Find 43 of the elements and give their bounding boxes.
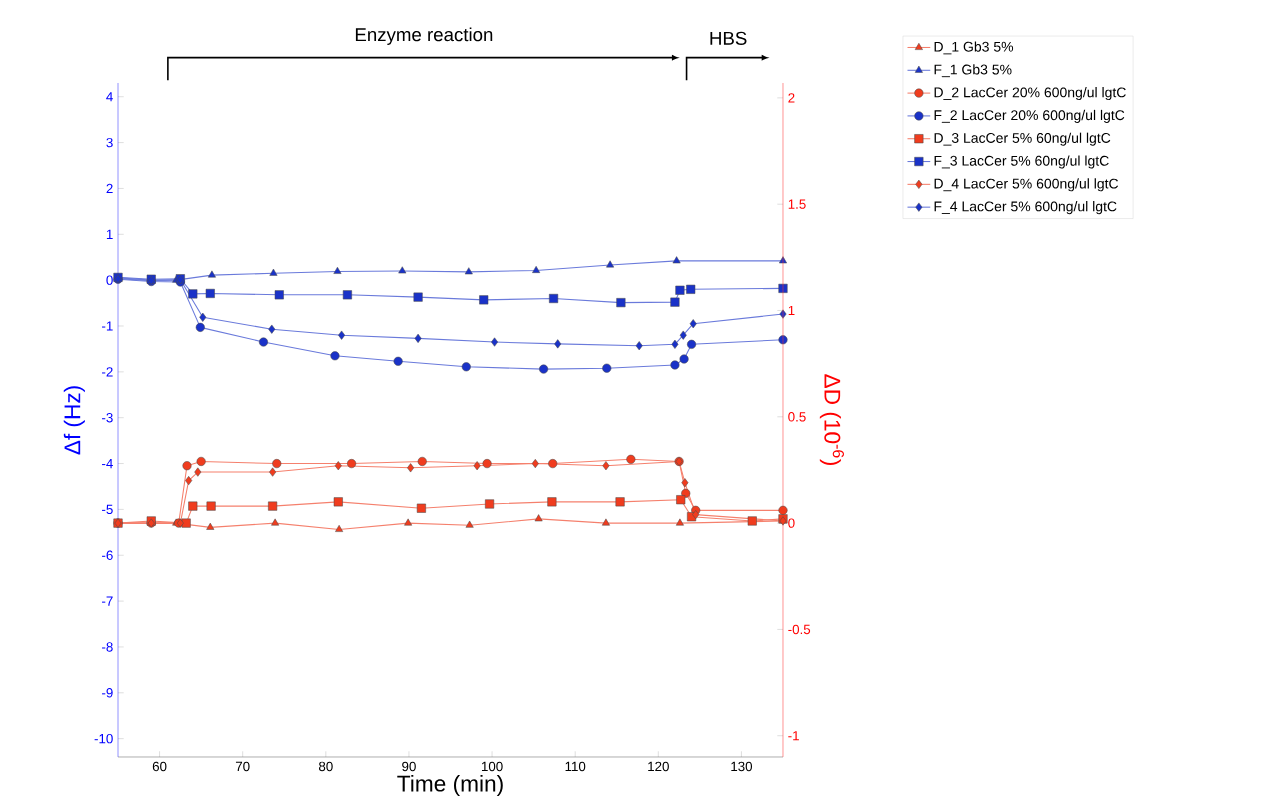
y-tick-label: -5	[102, 504, 113, 515]
y-tick-label: 2	[106, 183, 113, 194]
y2-axis-title: ΔD (10$^{-6}$)	[819, 374, 844, 466]
y2-tick-label: 1.5	[788, 199, 806, 209]
legend-label: F_2 LacCer 20% 600ng/ul lgtC	[934, 109, 1125, 123]
x-tick-label: 80	[318, 761, 333, 772]
x-tick-label: 60	[152, 761, 167, 772]
text: Enzyme reaction	[355, 27, 493, 45]
x-tick-label: 90	[402, 761, 416, 772]
y-tick-label: -8	[102, 642, 113, 652]
y-tick-label: 4	[106, 92, 113, 102]
legend-label: F_3 LacCer 5% 60ng/ul lgtC	[934, 155, 1109, 169]
y-tick-label: -6	[102, 550, 113, 560]
legend-label: F_4 LacCer 5% 600ng/ul lgtC	[934, 201, 1117, 215]
text: HBS	[710, 31, 747, 45]
y2-tick-label: 1	[788, 305, 795, 316]
y2-tick-label: 0.5	[788, 412, 806, 422]
y-tick-label: -7	[102, 596, 113, 606]
y-tick-label: -1	[102, 321, 113, 331]
x-tick-label: 110	[565, 761, 586, 772]
x-axis-title: Time (min)	[397, 774, 503, 797]
legend-label: D_4 LacCer 5% 600ng/ul lgtC	[934, 178, 1119, 192]
y2-tick-label: 0	[788, 518, 795, 528]
y-tick-label: -9	[102, 688, 113, 698]
y-tick-label: -10	[94, 733, 113, 744]
y-axis-title: Δf (Hz)	[63, 386, 85, 455]
x-tick-label: 120	[648, 761, 669, 772]
x-tick-label: 70	[235, 761, 250, 772]
y-tick-label: -2	[102, 367, 113, 377]
legend-label: D_1 Gb3 5%	[934, 41, 1014, 55]
y-tick-label: 0	[106, 275, 113, 285]
legend-label: D_3 LacCer 5% 60ng/ul lgtC	[934, 132, 1111, 146]
y-tick-label: -3	[102, 412, 113, 423]
x-tick-label: 100	[481, 761, 503, 772]
legend-label: D_2 LacCer 20% 600ng/ul lgtC	[934, 87, 1126, 101]
y2-tick-label: -1	[788, 731, 799, 741]
y-tick-label: 3	[106, 137, 113, 148]
y-tick-label: 1	[106, 229, 113, 239]
y2-tick-label: 2	[788, 93, 795, 103]
x-tick-label: 130	[731, 761, 753, 772]
legend-label: F_1 Gb3 5%	[934, 64, 1012, 78]
y2-tick-label: -0.5	[788, 624, 811, 635]
y-tick-label: -4	[102, 458, 113, 469]
